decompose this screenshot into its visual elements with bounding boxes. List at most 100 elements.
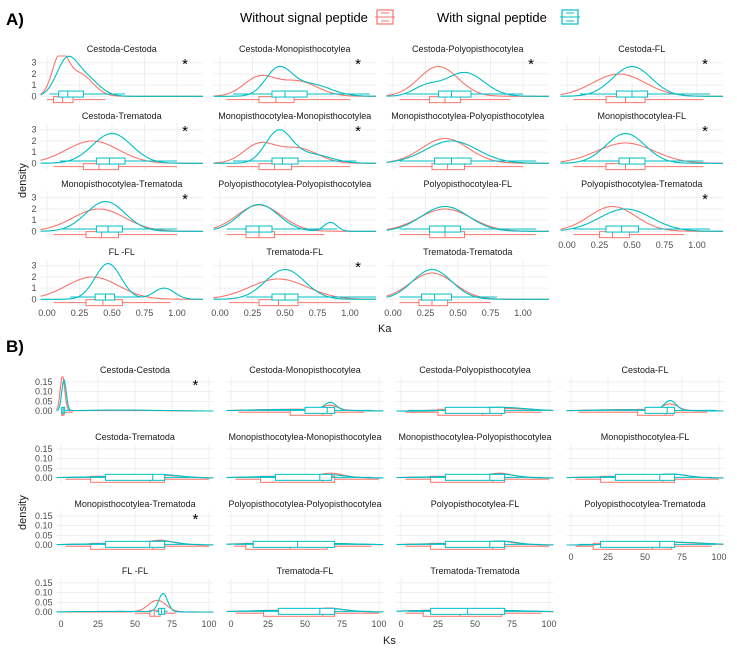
significance-marker: * — [182, 191, 188, 208]
x-tick-label: 25 — [433, 619, 443, 629]
facet-title: Polyopisthocotylea-FL — [431, 499, 520, 509]
y-tick-label: 0.15 — [35, 578, 53, 588]
y-tick-label: 0 — [31, 294, 36, 304]
significance-marker: * — [193, 511, 199, 528]
facet-title: Monopisthocotylea-Monopisthocotylea — [228, 432, 381, 442]
boxplot-with — [233, 157, 357, 165]
boxplot-without — [399, 163, 523, 171]
density-curve-without — [40, 276, 203, 300]
boxplot-with — [68, 473, 202, 481]
x-tick-label: 100 — [371, 619, 386, 629]
density-curve-with — [40, 263, 203, 300]
x-tick-label: 100 — [541, 619, 556, 629]
y-tick-label: 0.05 — [35, 530, 53, 540]
y-tick-label: 0.00 — [35, 406, 53, 416]
x-tick-label: 75 — [507, 619, 517, 629]
x-tick-label: 50 — [470, 619, 480, 629]
boxplot-with — [399, 293, 497, 301]
facet-panel: Polyopisthocotylea-Trematoda 0 25 50 75 100 — [566, 499, 727, 562]
boxplot-with — [408, 607, 547, 615]
y-tick-label: 0.00 — [35, 473, 53, 483]
facet-title: Cestoda-Polyopisthocotylea — [419, 365, 531, 375]
x-tick-label: 0.00 — [384, 308, 402, 318]
x-tick-label: 25 — [93, 619, 103, 629]
facet-panel: Monopisthocotylea-Polyopisthocotylea — [386, 111, 549, 171]
x-tick-label: 1.00 — [168, 308, 186, 318]
y-tick-label: 3 — [31, 261, 36, 271]
significance-marker: * — [702, 56, 708, 73]
facet-title: Cestoda-Monopisthocotylea — [249, 365, 361, 375]
density-curve-with — [40, 55, 203, 97]
facet-title: Cestoda-FL — [618, 44, 665, 54]
facet-title: Cestoda-Trematoda — [82, 111, 162, 121]
x-tick-label: 75 — [167, 619, 177, 629]
boxplot-without — [53, 231, 177, 239]
boxplot-with — [68, 540, 202, 548]
x-tick-label: 0.50 — [449, 308, 467, 318]
boxplot-with — [399, 225, 536, 233]
boxplot-with — [238, 607, 372, 615]
boxplot-with — [573, 225, 710, 233]
x-tick-label: 50 — [130, 619, 140, 629]
facet-title: Trematoda-Trematoda — [430, 566, 519, 576]
y-axis-title-a: density — [17, 163, 29, 198]
boxplot-with — [246, 293, 376, 301]
facet-panel: Cestoda-Cestoda * 0.000.050.100.15 — [35, 365, 214, 416]
x-tick-label: 0.50 — [623, 240, 641, 250]
facet-title: Polyopisthocotylea-Polyopisthocotylea — [228, 499, 381, 509]
facet-panel: Polyopisthocotylea-FL — [396, 499, 554, 550]
panel-b-label: B) — [6, 337, 24, 356]
x-tick-label: 0.50 — [103, 308, 121, 318]
facet-panel: Trematoda-FL * 0.00 0.25 0.50 0.75 1.00 — [211, 247, 376, 318]
density-curve-with — [386, 71, 549, 97]
facet-panel: Cestoda-FL * — [560, 44, 723, 104]
facet-title: Cestoda-Trematoda — [95, 432, 175, 442]
x-tick-label: 0 — [568, 552, 573, 562]
x-tick-label: 0.75 — [482, 308, 500, 318]
y-tick-label: 0.10 — [35, 387, 53, 397]
density-curve-with — [560, 208, 723, 232]
x-tick-label: 0 — [398, 619, 403, 629]
y-tick-label: 0.15 — [35, 511, 53, 521]
boxplot-with — [245, 406, 372, 414]
y-tick-label: 2 — [31, 272, 36, 282]
facet-panel: Monopisthocotylea-Polyopisthocotylea — [396, 432, 554, 483]
x-tick-label: 0 — [228, 619, 233, 629]
facet-panel: Monopisthocotylea-FL * — [560, 111, 723, 171]
y-tick-label: 0 — [31, 91, 36, 101]
facet-title: Monopisthocotylea-FL — [597, 111, 686, 121]
y-tick-label: 3 — [31, 125, 36, 135]
panel-a-label: A) — [6, 10, 24, 29]
legend-without-key-icon — [375, 9, 395, 25]
y-tick-label: 0 — [31, 226, 36, 236]
boxplot-with — [585, 406, 717, 414]
x-axis-title-b: Ks — [383, 635, 396, 647]
x-tick-label: 50 — [640, 552, 650, 562]
facet-panel: Trematoda-Trematoda 0.00 0.25 0.50 0.75 1.00 — [384, 247, 549, 318]
facet-title: FL -FL — [122, 566, 148, 576]
facet-panel: Monopisthocotylea-Trematoda * 0.000.050.10… — [35, 499, 214, 550]
boxplot-with — [578, 473, 712, 481]
x-tick-label: 0.75 — [656, 240, 674, 250]
x-tick-label: 0.00 — [38, 308, 56, 318]
facet-panel: Cestoda-Monopisthocotylea * — [213, 44, 376, 104]
boxplot-with — [580, 157, 704, 165]
facet-title: Monopisthocotylea-Monopisthocotylea — [218, 111, 371, 121]
y-tick-label: 3 — [31, 58, 36, 68]
x-tick-label: 25 — [603, 552, 613, 562]
boxplot-with — [238, 473, 372, 481]
density-curve-without — [213, 74, 376, 97]
facet-panel: Cestoda-Polyopisthocotylea * — [386, 44, 549, 104]
density-curve-with — [213, 203, 376, 232]
significance-marker: * — [355, 123, 361, 140]
facet-panel: FL -FL 0.000.050.100.15 0 25 50 75 100 — [35, 566, 216, 629]
x-tick-label: 75 — [677, 552, 687, 562]
x-tick-label: 0.50 — [276, 308, 294, 318]
facet-title: Monopisthocotylea-FL — [601, 432, 690, 442]
facet-panel: Polyopisthocotylea-FL — [386, 179, 549, 239]
significance-marker: * — [182, 123, 188, 140]
boxplot-with — [580, 90, 710, 98]
